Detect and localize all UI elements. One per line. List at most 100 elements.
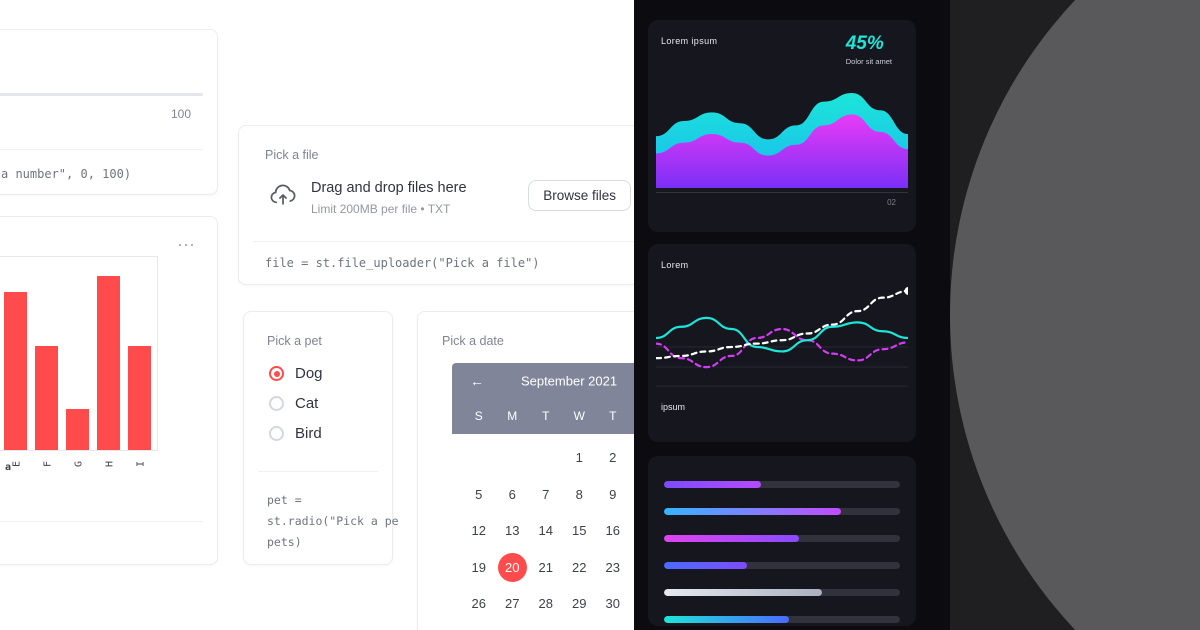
file-dropzone[interactable]: Drag and drop files here Limit 200MB per… [265,178,634,222]
calendar-day[interactable]: 19 [471,559,486,575]
bar [4,291,27,450]
progress-bars-card [648,456,916,626]
bar [66,409,89,450]
calendar-day[interactable]: 7 [542,486,550,502]
bar [97,276,120,450]
progress-bar-fill [664,508,841,515]
calendar-week-row: 12 13 14 15 16 [452,513,634,550]
calendar-day[interactable]: 30 [605,596,620,611]
calendar-day[interactable]: 15 [572,523,587,538]
radio-circle[interactable] [269,426,284,441]
day-header: W [573,409,585,423]
calendar-day[interactable]: 9 [609,486,617,502]
line-chart-card: Lorem ipsum [648,244,916,442]
divider [253,241,634,242]
progress-bar-fill [664,535,799,542]
calendar-day[interactable]: 26 [471,596,486,611]
dropzone-title: Drag and drop files here [311,180,467,196]
calendar-day[interactable]: 6 [508,486,516,502]
stat-caption: Dolor sit amet [845,57,892,66]
radio-option-cat[interactable]: Cat [269,394,323,413]
calendar-day[interactable]: 28 [538,596,553,611]
dropzone-hint: Limit 200MB per file • TXT [311,202,451,216]
radio-label: Dog [295,365,323,382]
bar [128,345,151,450]
stat-card: Lorem ipsum 45% Dolor sit amet 02 [648,20,916,232]
calendar-day[interactable]: 12 [471,523,486,538]
calendar-day[interactable]: 27 [505,596,520,611]
radio-code: pet = st.radio("Pick a pe pets) [267,490,399,553]
slider-track[interactable] [0,93,203,96]
radio-option-dog[interactable]: Dog [269,364,323,383]
calendar-day-selected[interactable]: 20 [496,550,530,587]
more-options-icon[interactable]: ⋯ [177,235,195,255]
code-line: pet = [267,493,302,507]
file-uploader-label: Pick a file [265,148,319,162]
decorative-circle [950,0,1200,630]
calendar-day[interactable]: 2 [609,450,617,465]
calendar-day[interactable]: 16 [605,523,620,538]
calendar-week-row: 5 6 7 8 9 [452,477,634,514]
radio-circle[interactable] [269,366,284,381]
progress-bar-track [664,535,900,542]
calendar-day[interactable]: 13 [505,523,520,538]
stat-value: 45% [845,33,884,54]
progress-bar-fill [664,562,747,569]
x-axis-tick-label: 02 [887,198,896,207]
code-line: pets) [267,535,302,549]
calendar-grid: 1 2 5 6 7 8 9 12 13 14 15 16 19 20 21 22 23 26 27 28 29 30 [452,434,634,623]
calendar-day[interactable]: 5 [475,486,483,502]
radio-circle[interactable] [269,396,284,411]
calendar-day[interactable]: 21 [538,559,553,575]
progress-bar-fill [664,616,790,623]
calendar-day[interactable]: 23 [605,559,620,575]
calendar-day[interactable]: 8 [575,486,583,502]
calendar-week-row: 26 27 28 29 30 [452,586,634,623]
red-bar-chart [0,256,158,451]
progress-bar-fill [664,481,761,488]
calendar-day [496,440,530,477]
calendar-day[interactable]: 22 [572,559,587,575]
calendar-prev-icon[interactable]: ← [470,373,484,389]
file-uploader-code: file = st.file_uploader("Pick a file") [265,256,540,270]
progress-bar-track [664,481,900,488]
browse-files-button[interactable]: Browse files [528,180,631,211]
day-header: S [474,409,483,423]
progress-bar-track [664,589,900,596]
bar-x-label: F [42,460,53,468]
code-line: st.radio("Pick a pe [267,514,399,528]
divider [0,149,203,150]
progress-bar-fill [664,589,823,596]
bar-x-label: H [104,460,115,468]
calendar-day [529,440,563,477]
selected-day-circle[interactable]: 20 [497,552,527,582]
radio-option-bird[interactable]: Bird [269,424,323,443]
bar-x-label: I [135,460,146,468]
radio-card-label: Pick a pet [267,334,322,348]
line-card-title: Lorem [661,260,689,270]
progress-bar-track [664,508,900,515]
day-header: T [609,409,617,423]
radio-card: Pick a pet Dog Cat Bird pet = st.radio("Pic… [243,311,399,565]
upload-cloud-icon [270,184,296,205]
slider-max-label: 100 [170,107,191,121]
calendar-day[interactable]: 29 [572,596,587,611]
calendar-day[interactable]: 14 [538,523,553,538]
divider [0,521,203,522]
calendar-day[interactable]: 1 [575,450,583,465]
slider-card: 100 a number", 0, 100) [0,29,218,195]
horizontal-bars [664,481,900,626]
progress-bar-track [664,562,900,569]
calendar-month-label: September 2021 [520,373,618,389]
x-axis-line [656,192,908,193]
day-header: T [542,409,550,423]
dashboard-panel: Lorem ipsum 45% Dolor sit amet 02 Lorem … [634,0,950,630]
area-chart [656,92,908,188]
